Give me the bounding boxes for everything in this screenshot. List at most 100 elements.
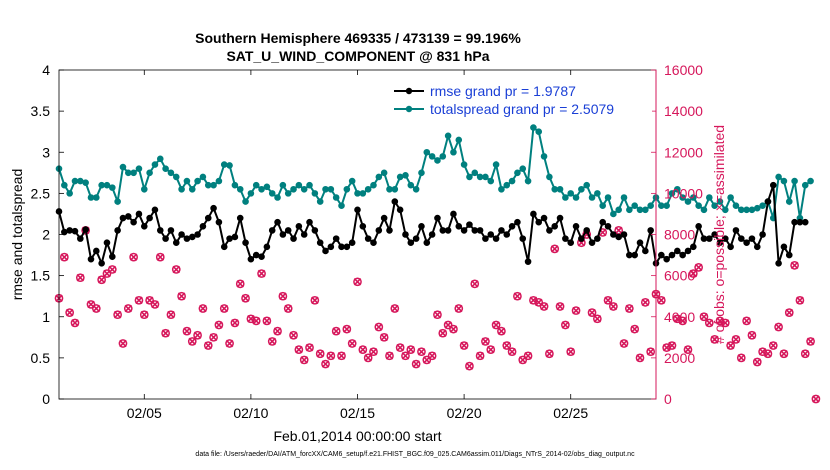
totalspread-point bbox=[130, 169, 137, 177]
totalspread-point bbox=[668, 190, 676, 197]
totalspread-point bbox=[386, 185, 393, 193]
obs-assimilated-point bbox=[641, 298, 650, 307]
obs-possible-point bbox=[107, 265, 117, 274]
obs-assimilated-point bbox=[359, 345, 367, 354]
obs-possible-point bbox=[363, 353, 373, 363]
obs-possible-point bbox=[182, 326, 192, 336]
rmse-point bbox=[684, 247, 692, 255]
obs-assimilated-point bbox=[209, 333, 218, 342]
rmse-point bbox=[162, 235, 169, 242]
y-right-tick-label: 8000 bbox=[664, 227, 695, 243]
rmse-point bbox=[780, 243, 788, 251]
rmse-point bbox=[444, 227, 452, 234]
y-tick-label: 2 bbox=[42, 227, 50, 243]
legend-swatch-totalspread bbox=[394, 105, 424, 113]
y-right-tick-label: 4000 bbox=[664, 309, 695, 325]
obs-assimilated-point bbox=[460, 341, 468, 350]
rmse-point bbox=[343, 243, 351, 251]
totalspread-point bbox=[780, 177, 788, 185]
y-tick-label: 3.5 bbox=[31, 103, 51, 119]
obs-markers bbox=[54, 226, 821, 404]
rmse-point bbox=[354, 206, 361, 214]
totalspread-point bbox=[508, 177, 516, 185]
rmse-point bbox=[295, 222, 303, 230]
obs-assimilated-point bbox=[508, 347, 516, 356]
totalspread-point bbox=[380, 169, 388, 177]
obs-possible-point bbox=[491, 320, 501, 330]
obs-possible-point bbox=[438, 328, 448, 338]
totalspread-point bbox=[204, 181, 212, 189]
obs-possible-point bbox=[609, 302, 618, 311]
rmse-point bbox=[439, 227, 447, 234]
obs-assimilated-point bbox=[279, 292, 287, 300]
legend-swatch-marker bbox=[405, 105, 413, 113]
totalspread-point bbox=[737, 206, 745, 214]
totalspread-point bbox=[418, 169, 425, 177]
totalspread-point bbox=[172, 173, 180, 181]
rmse-point bbox=[380, 214, 388, 222]
obs-possible-point bbox=[155, 252, 165, 262]
totalspread-point bbox=[156, 155, 164, 163]
obs-assimilated-point bbox=[353, 278, 362, 286]
totalspread-point bbox=[258, 185, 265, 193]
totalspread-point bbox=[711, 202, 718, 210]
obs-assimilated-point bbox=[593, 315, 602, 323]
obs-assimilated-point bbox=[241, 294, 250, 303]
obs-assimilated-point bbox=[492, 321, 500, 329]
rmse-point bbox=[423, 239, 431, 247]
totalspread-point bbox=[546, 173, 553, 181]
rmse-point bbox=[594, 235, 601, 242]
obs-assimilated-point bbox=[678, 317, 687, 325]
obs-possible-point bbox=[550, 244, 560, 254]
obs-assimilated-point bbox=[481, 337, 490, 346]
obs-possible-point bbox=[91, 304, 101, 313]
obs-assimilated-point bbox=[129, 253, 138, 261]
totalspread-point bbox=[503, 181, 511, 189]
totalspread-point bbox=[114, 198, 121, 205]
totalspread-point bbox=[567, 190, 575, 197]
obs-possible-point bbox=[784, 308, 794, 317]
obs-possible-point bbox=[470, 279, 480, 289]
obs-possible-point bbox=[417, 347, 426, 357]
obs-assimilated-point bbox=[545, 349, 554, 358]
obs-possible-point bbox=[198, 304, 208, 313]
obs-possible-point bbox=[790, 260, 799, 270]
obs-possible-point bbox=[278, 291, 288, 301]
obs-assimilated-point bbox=[732, 335, 740, 344]
rmse-point bbox=[743, 239, 750, 247]
totalspread-series bbox=[55, 124, 814, 222]
totalspread-point bbox=[599, 202, 606, 210]
y-tick-label: 3 bbox=[42, 144, 50, 160]
rmse-point bbox=[119, 214, 127, 222]
obs-possible-point bbox=[139, 310, 149, 320]
totalspread-point bbox=[370, 181, 377, 189]
rmse-point bbox=[615, 233, 622, 241]
rmse-point bbox=[183, 235, 191, 242]
rmse-point bbox=[71, 227, 79, 235]
obs-possible-point bbox=[486, 345, 496, 354]
obs-assimilated-point bbox=[455, 304, 463, 313]
obs-assimilated-point bbox=[428, 352, 436, 360]
obs-assimilated-point bbox=[385, 352, 394, 360]
obs-assimilated-point bbox=[684, 345, 692, 354]
obs-assimilated-point bbox=[289, 331, 298, 340]
rmse-point bbox=[140, 222, 148, 230]
totalspread-point bbox=[402, 171, 409, 179]
obs-possible-point bbox=[353, 277, 362, 287]
obs-possible-point bbox=[635, 353, 645, 363]
totalspread-point bbox=[753, 204, 761, 212]
rmse-point bbox=[530, 210, 537, 218]
obs-assimilated-point bbox=[193, 331, 202, 340]
totalspread-point bbox=[732, 202, 740, 210]
rmse-point bbox=[396, 206, 404, 214]
obs-assimilated-point bbox=[812, 395, 820, 403]
obs-possible-point bbox=[683, 345, 693, 354]
obs-assimilated-point bbox=[561, 321, 570, 329]
totalspread-point bbox=[242, 198, 249, 205]
totalspread-point bbox=[82, 179, 89, 186]
legend-entry-totalspread: totalspread grand pr = 2.5079 bbox=[430, 101, 614, 117]
obs-assimilated-point bbox=[753, 358, 762, 366]
rmse-point bbox=[690, 243, 697, 251]
obs-possible-point bbox=[699, 312, 709, 322]
obs-assimilated-point bbox=[327, 352, 335, 360]
